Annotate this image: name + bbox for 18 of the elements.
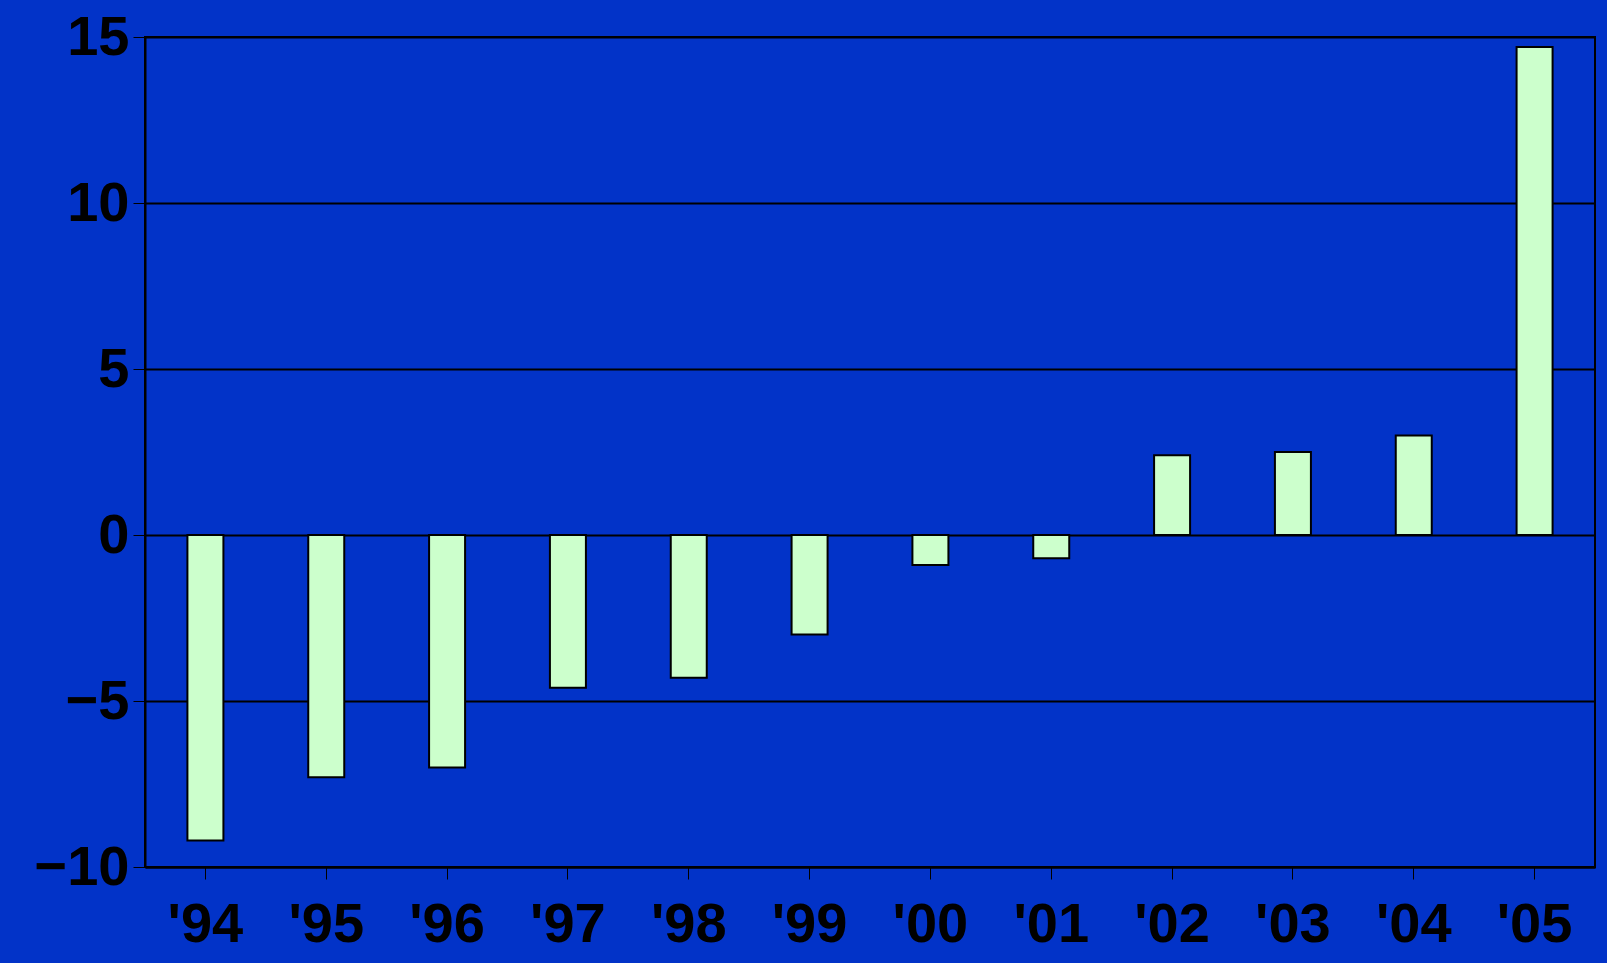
x-tick-label: '97 bbox=[530, 890, 606, 954]
x-tick-label: '01 bbox=[1013, 890, 1090, 954]
x-tick-label: '05 bbox=[1496, 890, 1573, 954]
y-tick-label: 0 bbox=[98, 501, 130, 565]
x-tick-label: '98 bbox=[650, 890, 727, 954]
x-tick-label: '95 bbox=[288, 890, 365, 954]
y-tick-label: −5 bbox=[65, 667, 130, 731]
x-tick-label: '00 bbox=[892, 890, 969, 954]
y-tick-label: −10 bbox=[34, 833, 130, 897]
y-tick-label: 15 bbox=[67, 3, 130, 67]
x-tick-label: '03 bbox=[1255, 890, 1331, 954]
x-tick-label: '04 bbox=[1375, 890, 1452, 954]
x-tick-label: '94 bbox=[167, 890, 244, 954]
y-tick-label: 5 bbox=[98, 335, 130, 399]
x-tick-label: '99 bbox=[771, 890, 848, 954]
y-tick-label: 10 bbox=[67, 169, 130, 233]
x-tick-label: '02 bbox=[1134, 890, 1210, 954]
x-tick-label: '96 bbox=[409, 890, 485, 954]
